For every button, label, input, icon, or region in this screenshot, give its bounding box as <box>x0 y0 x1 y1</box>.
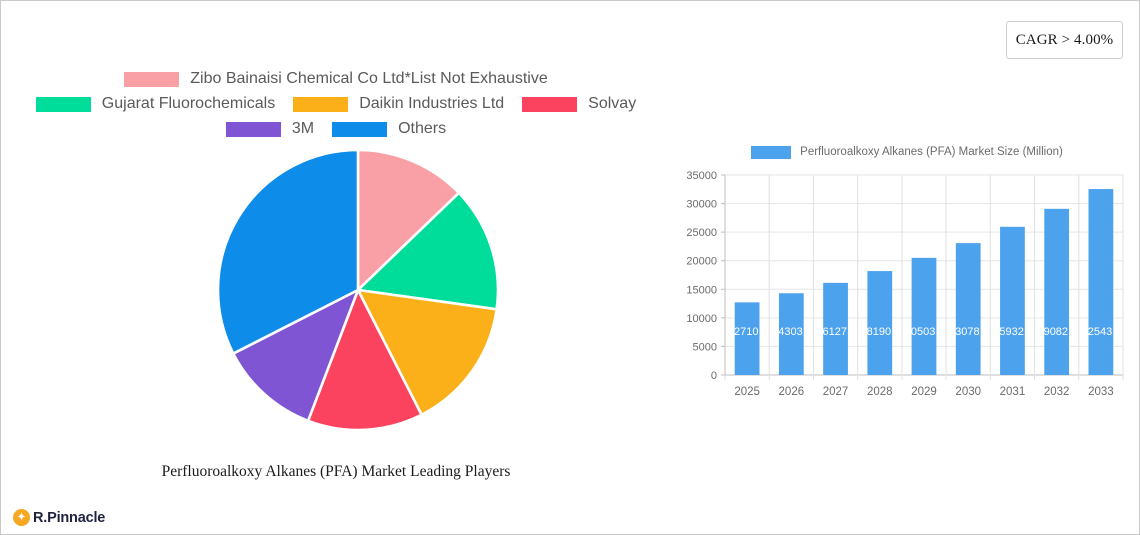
bar[interactable] <box>911 257 937 375</box>
legend-swatch-icon <box>522 96 578 112</box>
legend-label: Perfluoroalkoxy Alkanes (PFA) Market Siz… <box>800 146 1063 158</box>
y-tick-label: 20000 <box>686 256 717 268</box>
x-tick-label: 2027 <box>823 386 849 398</box>
legend-item-others[interactable]: Others <box>332 120 446 138</box>
pie-legend-row: Gujarat Fluorochemicals Daikin Industrie… <box>1 95 671 113</box>
bar-chart-panel: Perfluoroalkoxy Alkanes (PFA) Market Siz… <box>669 141 1135 411</box>
bar-value-label: 25932 <box>993 326 1024 338</box>
bar[interactable] <box>1088 189 1114 375</box>
y-tick-label: 30000 <box>686 199 717 211</box>
legend-swatch-icon <box>225 121 281 137</box>
legend-item-3m[interactable]: 3M <box>225 120 315 138</box>
bar[interactable] <box>955 243 981 375</box>
x-tick-label: 2030 <box>955 386 981 398</box>
pie-chart-svg[interactable] <box>213 145 503 435</box>
legend-item-zibo-bainaisi[interactable]: Zibo Bainaisi Chemical Co Ltd*List Not E… <box>124 70 548 88</box>
legend-swatch-icon <box>332 121 388 137</box>
y-tick-label: 15000 <box>686 284 717 296</box>
pie-legend-row: Zibo Bainaisi Chemical Co Ltd*List Not E… <box>1 70 671 88</box>
bar[interactable] <box>1000 226 1025 375</box>
legend-item-solvay[interactable]: Solvay <box>522 95 636 113</box>
pie-chart-title: Perfluoroalkoxy Alkanes (PFA) Market Lea… <box>161 463 511 480</box>
bar[interactable] <box>823 282 848 375</box>
bar-value-label: 18190 <box>861 326 892 338</box>
x-tick-label: 2029 <box>911 386 937 398</box>
bar-value-label: 32543 <box>1082 326 1113 338</box>
pie-slice[interactable] <box>356 288 498 417</box>
legend-swatch-icon <box>293 96 349 112</box>
legend-label: Gujarat Fluorochemicals <box>101 95 276 112</box>
legend-label: 3M <box>291 120 315 137</box>
y-tick-label: 35000 <box>686 170 717 182</box>
y-tick-label: 10000 <box>686 313 717 325</box>
legend-label: Daikin Industries Ltd <box>359 95 505 112</box>
legend-swatch-icon <box>35 96 91 112</box>
x-tick-label: 2025 <box>734 386 760 398</box>
pie-chart-panel: Zibo Bainaisi Chemical Co Ltd*List Not E… <box>1 61 671 491</box>
pie-slice[interactable] <box>306 288 423 432</box>
pie-slice[interactable] <box>356 148 461 292</box>
cagr-badge: CAGR > 4.00% <box>1006 21 1123 59</box>
legend-swatch-icon <box>124 71 180 87</box>
y-tick-label: 0 <box>711 370 717 382</box>
y-tick-label: 5000 <box>693 341 717 353</box>
x-tick-label: 2026 <box>779 386 805 398</box>
bar[interactable] <box>1044 208 1070 375</box>
x-tick-label: 2028 <box>867 386 893 398</box>
brand-logo[interactable]: ✦ R.Pinnacle <box>13 509 105 526</box>
y-tick-label: 25000 <box>686 227 717 239</box>
bar-value-label: 20503 <box>905 326 936 338</box>
bar-value-label: 29082 <box>1037 326 1068 338</box>
x-tick-label: 2032 <box>1044 386 1070 398</box>
pie-slice[interactable] <box>356 191 500 311</box>
bar[interactable] <box>734 302 760 375</box>
legend-item-daikin-industries[interactable]: Daikin Industries Ltd <box>293 95 504 113</box>
bar-value-label: 14303 <box>772 326 803 338</box>
pinnacle-circle-icon: ✦ <box>13 509 30 526</box>
pie-legend: Zibo Bainaisi Chemical Co Ltd*List Not E… <box>1 61 671 138</box>
pie-slice[interactable] <box>231 288 360 423</box>
bar-chart-svg[interactable]: 0 5000 10000 15000 20000 25000 30000 35000 12710… <box>669 163 1135 411</box>
pie-chart-area <box>1 145 671 445</box>
bar[interactable] <box>778 293 804 375</box>
brand-name: R.Pinnacle <box>33 509 106 526</box>
bar-legend: Perfluoroalkoxy Alkanes (PFA) Market Siz… <box>669 141 1135 163</box>
cagr-label: CAGR > 4.00% <box>1015 31 1114 48</box>
pinnacle-glyph: ✦ <box>17 511 26 523</box>
bar-value-label: 16127 <box>816 326 847 338</box>
x-tick-label: 2031 <box>1000 386 1026 398</box>
legend-label: Others <box>398 120 447 137</box>
pie-slice[interactable] <box>216 148 360 355</box>
legend-item-gujarat-fluorochemicals[interactable]: Gujarat Fluorochemicals <box>35 95 276 113</box>
pie-legend-row: 3M Others <box>1 120 671 138</box>
legend-label: Solvay <box>588 95 637 112</box>
legend-swatch-icon <box>751 145 792 159</box>
bar-value-label: 23078 <box>949 326 980 338</box>
bar-value-label: 12710 <box>728 326 759 338</box>
legend-label: Zibo Bainaisi Chemical Co Ltd*List Not E… <box>190 70 548 87</box>
x-tick-label: 2033 <box>1088 386 1114 398</box>
bar[interactable] <box>867 271 893 375</box>
legend-item-pfa-market-size[interactable]: Perfluoroalkoxy Alkanes (PFA) Market Siz… <box>751 145 1063 159</box>
